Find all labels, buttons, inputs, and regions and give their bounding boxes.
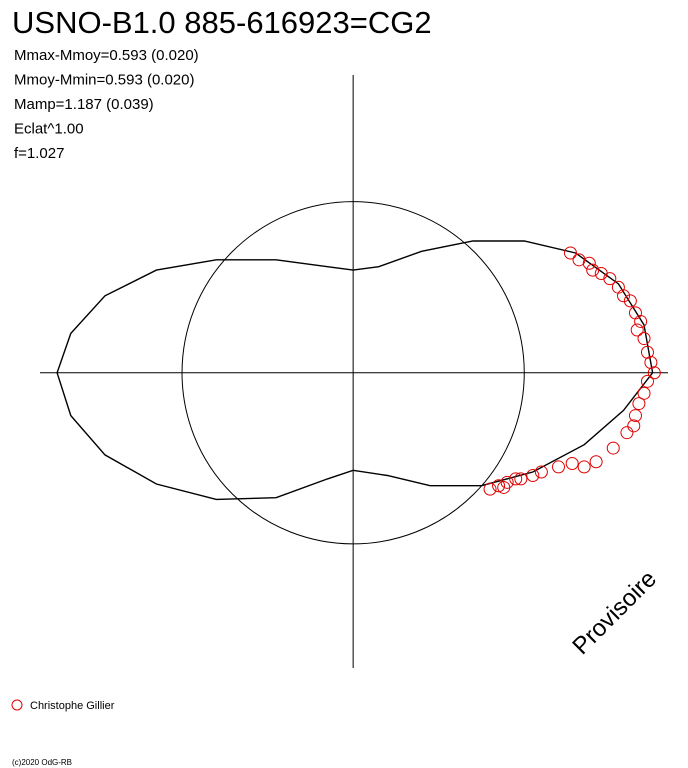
stat-line: f=1.027 [14,145,64,162]
data-point [620,426,634,440]
data-point [647,366,661,380]
data-point [630,323,644,337]
data-point [565,456,579,470]
data-point [628,409,642,423]
data-point [586,263,600,277]
data-point [589,455,603,469]
data-point [644,356,658,370]
data-point [534,465,548,479]
data-point [572,253,586,267]
legend-label: Christophe Gillier [30,700,115,712]
stat-line: Mmoy-Mmin=0.593 (0.020) [14,72,194,89]
data-point [509,472,523,486]
chart-title: USNO-B1.0 885-616923=CG2 [12,5,432,40]
stat-line: Mamp=1.187 (0.039) [14,96,154,113]
data-point [483,482,497,496]
data-point [640,345,654,359]
data-point [606,441,620,455]
data-point [497,480,511,494]
data-point [627,419,641,433]
copyright: (c)2020 OdG-RB [12,758,72,767]
data-point [632,397,646,411]
data-point [637,386,651,400]
legend-marker [11,699,23,711]
data-point [623,294,637,308]
model-curve [56,240,654,501]
data-point [617,289,631,303]
data-point [634,314,648,328]
reference-circle [181,201,525,545]
stat-line: Mmax-Mmoy=0.593 (0.020) [14,47,199,64]
data-point [640,374,654,388]
data-point [603,272,617,286]
data-point [526,468,540,482]
data-point [577,460,591,474]
data-point [492,479,506,493]
stat-line: Eclat^1.00 [14,121,84,138]
data-point [551,460,565,474]
data-point [637,332,651,346]
data-point [514,472,528,486]
data-point [582,256,596,270]
data-point [563,246,577,260]
